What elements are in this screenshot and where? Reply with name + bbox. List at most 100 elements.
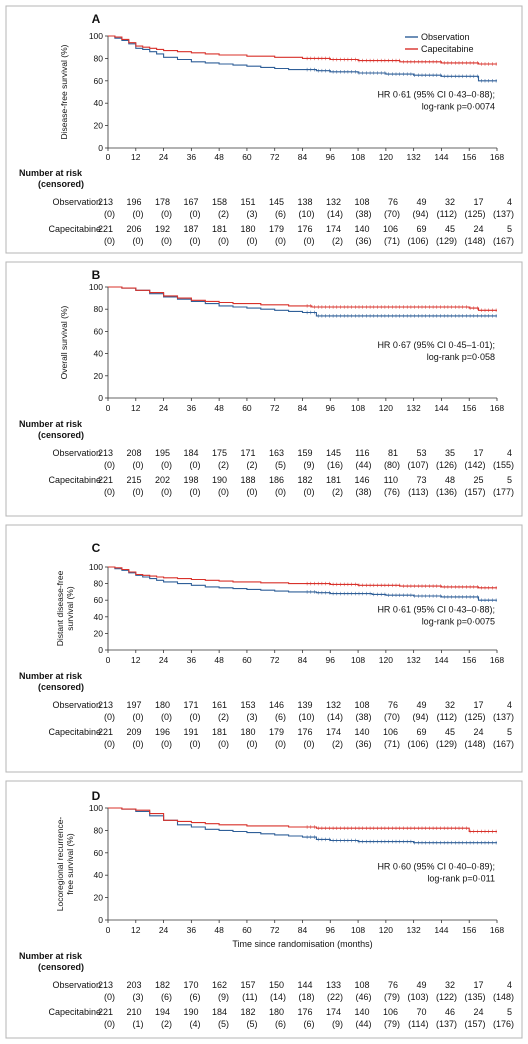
y-axis-label-c: survival (%) bbox=[65, 586, 75, 631]
x-tick-label-c: 168 bbox=[490, 655, 504, 665]
risk-count-observation-b: 4 bbox=[507, 448, 512, 458]
risk-censored-capecitabine-d: (1) bbox=[133, 1019, 144, 1029]
risk-censored-capecitabine-d: (5) bbox=[247, 1019, 258, 1029]
risk-count-observation-d: 76 bbox=[388, 980, 398, 990]
x-tick-label-b: 0 bbox=[106, 403, 111, 413]
series-line-observation-c bbox=[108, 566, 497, 601]
risk-count-capecitabine-d: 5 bbox=[507, 1007, 512, 1017]
risk-censored-observation-c: (70) bbox=[384, 712, 400, 722]
risk-count-capecitabine-c: 196 bbox=[155, 727, 170, 737]
risk-censored-observation-b: (16) bbox=[327, 460, 343, 470]
y-axis-label-d: free survival (%) bbox=[65, 833, 75, 895]
risk-censored-capecitabine-d: (4) bbox=[190, 1019, 201, 1029]
risk-count-capecitabine-c: 174 bbox=[326, 727, 341, 737]
y-tick-label-b: 80 bbox=[94, 304, 104, 314]
risk-censored-observation-c: (14) bbox=[327, 712, 343, 722]
risk-censored-capecitabine-d: (5) bbox=[218, 1019, 229, 1029]
risk-censored-observation-a: (3) bbox=[247, 209, 258, 219]
risk-count-capecitabine-d: 140 bbox=[354, 1007, 369, 1017]
risk-censored-capecitabine-c: (148) bbox=[464, 739, 485, 749]
y-tick-label-b: 40 bbox=[94, 349, 104, 359]
x-tick-label-c: 156 bbox=[462, 655, 476, 665]
risk-censored-observation-a: (6) bbox=[275, 209, 286, 219]
risk-censored-observation-d: (11) bbox=[242, 992, 257, 1002]
risk-row-label-observation-b: Observation bbox=[52, 448, 101, 458]
risk-count-capecitabine-b: 186 bbox=[269, 475, 284, 485]
censor-marks-observation-c bbox=[306, 590, 497, 602]
y-tick-label-d: 20 bbox=[94, 893, 104, 903]
risk-censored-observation-c: (6) bbox=[275, 712, 286, 722]
risk-count-capecitabine-c: 140 bbox=[354, 727, 369, 737]
risk-count-observation-b: 81 bbox=[388, 448, 398, 458]
hr-annotation-c: log-rank p=0·0075 bbox=[422, 617, 495, 627]
risk-count-capecitabine-b: 110 bbox=[384, 475, 398, 485]
x-tick-label-d: 60 bbox=[242, 925, 252, 935]
risk-count-capecitabine-d: 180 bbox=[269, 1007, 284, 1017]
x-tick-label-d: 168 bbox=[490, 925, 504, 935]
series-line-capecitabine-b bbox=[108, 286, 497, 311]
x-tick-label-c: 144 bbox=[434, 655, 448, 665]
y-axis-label-d: Locoregional recurrence- bbox=[55, 817, 65, 912]
risk-count-capecitabine-d: 24 bbox=[473, 1007, 483, 1017]
series-line-observation-d bbox=[108, 807, 497, 844]
risk-heading-d: Number at risk bbox=[19, 951, 83, 961]
risk-heading-a: Number at risk bbox=[19, 168, 83, 178]
y-tick-label-b: 20 bbox=[94, 371, 104, 381]
risk-censored-observation-d: (103) bbox=[407, 992, 428, 1002]
risk-count-capecitabine-d: 210 bbox=[126, 1007, 141, 1017]
censor-marks-observation-a bbox=[306, 67, 497, 83]
risk-count-observation-b: 175 bbox=[212, 448, 227, 458]
risk-censored-capecitabine-c: (0) bbox=[275, 739, 286, 749]
y-tick-label-b: 0 bbox=[98, 393, 103, 403]
risk-count-observation-c: 139 bbox=[297, 700, 312, 710]
risk-censored-capecitabine-d: (176) bbox=[493, 1019, 514, 1029]
risk-subheading-a: (censored) bbox=[38, 179, 84, 189]
risk-censored-capecitabine-a: (0) bbox=[133, 236, 144, 246]
risk-count-observation-c: 132 bbox=[326, 700, 341, 710]
risk-count-capecitabine-a: 187 bbox=[183, 224, 198, 234]
risk-count-capecitabine-b: 5 bbox=[507, 475, 512, 485]
risk-censored-capecitabine-a: (0) bbox=[104, 236, 115, 246]
risk-row-label-observation-c: Observation bbox=[52, 700, 101, 710]
risk-count-capecitabine-d: 106 bbox=[383, 1007, 398, 1017]
risk-censored-capecitabine-a: (106) bbox=[407, 236, 428, 246]
risk-count-capecitabine-d: 194 bbox=[155, 1007, 170, 1017]
x-tick-label-b: 84 bbox=[298, 403, 308, 413]
risk-censored-observation-a: (0) bbox=[190, 209, 201, 219]
risk-count-observation-b: 213 bbox=[98, 448, 113, 458]
risk-censored-observation-c: (125) bbox=[464, 712, 485, 722]
hr-annotation-d: HR 0·60 (95% CI 0·40–0·89); bbox=[377, 862, 495, 872]
x-tick-label-a: 12 bbox=[131, 152, 141, 162]
risk-count-observation-a: 4 bbox=[507, 197, 512, 207]
risk-count-observation-c: 161 bbox=[212, 700, 227, 710]
x-tick-label-a: 48 bbox=[214, 152, 224, 162]
legend-label-observation: Observation bbox=[421, 32, 470, 42]
hr-annotation-a: log-rank p=0·0074 bbox=[422, 102, 495, 112]
x-tick-label-d: 120 bbox=[379, 925, 393, 935]
risk-count-capecitabine-a: 181 bbox=[212, 224, 227, 234]
risk-censored-observation-b: (80) bbox=[384, 460, 400, 470]
x-tick-label-a: 84 bbox=[298, 152, 308, 162]
risk-count-observation-a: 49 bbox=[416, 197, 426, 207]
risk-count-observation-a: 167 bbox=[183, 197, 198, 207]
hr-annotation-a: HR 0·61 (95% CI 0·43–0·88); bbox=[377, 90, 495, 100]
risk-count-observation-d: 150 bbox=[269, 980, 284, 990]
y-tick-label-d: 40 bbox=[94, 870, 104, 880]
x-tick-label-d: 84 bbox=[298, 925, 308, 935]
risk-count-observation-a: 151 bbox=[240, 197, 255, 207]
risk-censored-observation-c: (112) bbox=[437, 712, 457, 722]
hr-annotation-d: log-rank p=0·011 bbox=[427, 874, 495, 884]
risk-count-capecitabine-a: 180 bbox=[240, 224, 255, 234]
risk-count-capecitabine-c: 69 bbox=[416, 727, 426, 737]
risk-censored-observation-d: (14) bbox=[270, 992, 286, 1002]
risk-censored-observation-a: (112) bbox=[437, 209, 457, 219]
risk-censored-capecitabine-c: (0) bbox=[190, 739, 201, 749]
risk-count-observation-c: 153 bbox=[240, 700, 255, 710]
y-axis-label-b: Overall survival (%) bbox=[59, 305, 69, 379]
x-tick-label-a: 24 bbox=[159, 152, 169, 162]
risk-count-observation-a: 158 bbox=[212, 197, 227, 207]
panel-frame-d bbox=[5, 780, 523, 1039]
x-tick-label-d: 36 bbox=[187, 925, 197, 935]
hr-annotation-b: HR 0·67 (95% CI 0·45–1·01); bbox=[377, 340, 495, 350]
x-tick-label-b: 144 bbox=[434, 403, 448, 413]
